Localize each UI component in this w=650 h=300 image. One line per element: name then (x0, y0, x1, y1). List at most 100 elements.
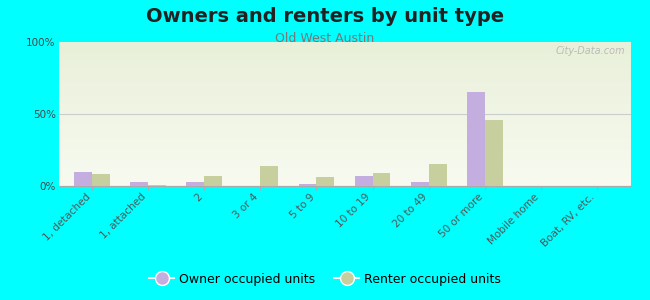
Bar (58, 119, 630, 120)
Bar (58, 89, 630, 90)
Bar (58, 125, 630, 126)
Bar (58, 171, 630, 172)
Bar (58, 133, 630, 134)
Bar (58, 147, 630, 148)
Bar (58, 136, 630, 137)
Bar (58, 91, 630, 92)
Bar (58, 115, 630, 116)
Bar (58, 150, 630, 151)
Bar (58, 82, 630, 83)
Bar (58, 93, 630, 94)
Bar (58, 106, 630, 107)
Bar (58, 181, 630, 182)
Bar (74, 172, 92, 186)
Bar (58, 48, 630, 49)
Bar (58, 164, 630, 165)
Bar (58, 174, 630, 175)
Bar (355, 176, 372, 186)
Bar (58, 59, 630, 60)
Bar (58, 113, 630, 114)
Bar (204, 176, 222, 186)
Bar (58, 165, 630, 166)
Bar (58, 53, 630, 54)
Bar (58, 162, 630, 163)
Bar (58, 73, 630, 74)
Bar (58, 158, 630, 159)
Bar (467, 92, 485, 186)
Bar (58, 67, 630, 68)
Bar (58, 153, 630, 154)
Bar (130, 182, 148, 186)
Bar (485, 120, 502, 186)
Bar (58, 152, 630, 153)
Bar (58, 157, 630, 158)
Bar (58, 182, 630, 183)
Bar (58, 68, 630, 69)
Bar (58, 154, 630, 155)
Bar (58, 179, 630, 180)
Bar (58, 109, 630, 110)
Bar (58, 99, 630, 100)
Bar (58, 149, 630, 150)
Bar (58, 87, 630, 88)
Bar (58, 46, 630, 47)
Bar (58, 64, 630, 65)
Bar (372, 173, 391, 186)
Bar (58, 124, 630, 125)
Bar (58, 52, 630, 53)
Bar (411, 182, 428, 186)
Bar (58, 123, 630, 124)
Bar (317, 177, 334, 186)
Bar (58, 183, 630, 184)
Bar (58, 77, 630, 78)
Bar (58, 94, 630, 95)
Bar (58, 140, 630, 141)
Bar (58, 97, 630, 98)
Bar (58, 155, 630, 156)
Bar (58, 130, 630, 131)
Bar (428, 164, 447, 186)
Bar (58, 45, 630, 46)
Bar (58, 78, 630, 79)
Bar (92, 175, 110, 186)
Bar (58, 101, 630, 102)
Bar (58, 127, 630, 128)
Bar (58, 60, 630, 61)
Bar (58, 49, 630, 50)
Legend: Owner occupied units, Renter occupied units: Owner occupied units, Renter occupied un… (144, 268, 506, 291)
Bar (58, 103, 630, 104)
Bar (58, 122, 630, 123)
Bar (58, 137, 630, 138)
Bar (58, 132, 630, 133)
Bar (58, 175, 630, 176)
Bar (58, 74, 630, 75)
Bar (58, 44, 630, 45)
Text: Owners and renters by unit type: Owners and renters by unit type (146, 8, 504, 26)
Bar (58, 83, 630, 84)
Bar (58, 84, 630, 85)
Bar (58, 100, 630, 101)
Bar (58, 144, 630, 145)
Bar (58, 177, 630, 178)
Bar (58, 96, 630, 97)
Bar (58, 184, 630, 185)
Bar (58, 86, 630, 87)
Bar (58, 66, 630, 67)
Bar (58, 79, 630, 80)
Bar (58, 85, 630, 86)
Bar (58, 143, 630, 144)
Bar (148, 185, 166, 186)
Bar (58, 170, 630, 171)
Bar (58, 128, 630, 129)
Bar (58, 141, 630, 142)
Bar (58, 111, 630, 112)
Bar (58, 112, 630, 113)
Bar (58, 156, 630, 157)
Bar (58, 57, 630, 58)
Bar (58, 76, 630, 77)
Bar (58, 81, 630, 82)
Bar (58, 151, 630, 152)
Bar (58, 72, 630, 73)
Bar (58, 167, 630, 168)
Bar (58, 185, 630, 186)
